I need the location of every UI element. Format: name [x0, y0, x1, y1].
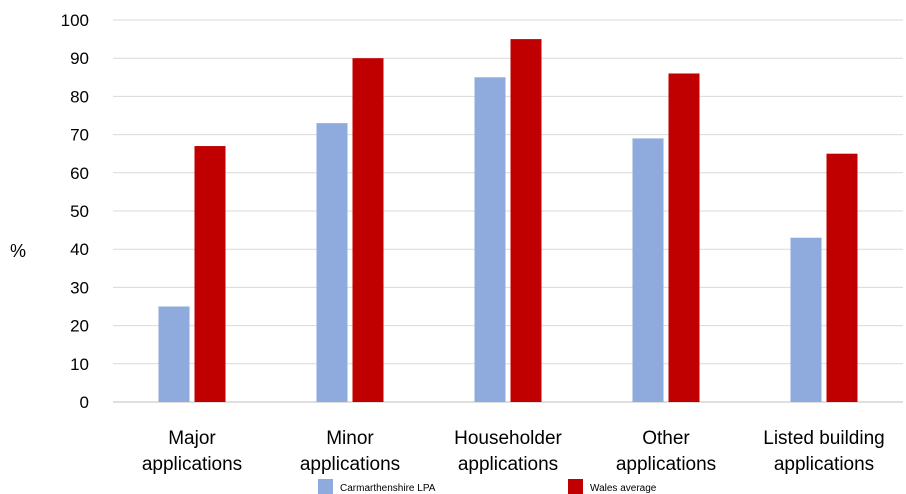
legend-label: Carmarthenshire LPA	[340, 483, 436, 494]
x-category-label: Other	[642, 428, 690, 449]
gridlines	[113, 19, 903, 403]
legend-swatch	[568, 479, 583, 494]
bar-carmarthenshire-3	[632, 138, 664, 403]
bar-wales-2	[510, 39, 542, 402]
bar-carmarthenshire-1	[316, 123, 348, 402]
y-tick-label: 40	[70, 240, 89, 259]
x-category-label: applications	[458, 454, 558, 475]
y-tick-label: 80	[70, 87, 89, 106]
bar-wales-4	[826, 153, 858, 402]
legend-swatch	[318, 479, 333, 494]
x-category-label: Major	[168, 428, 216, 449]
bar-wales-3	[668, 73, 700, 402]
y-tick-label: 100	[61, 11, 89, 30]
bar-carmarthenshire-0	[158, 306, 190, 402]
y-tick-label: 70	[70, 126, 89, 145]
y-axis-ticks: 0 10 20 30 40 50 60 70 80 90 100	[61, 11, 89, 412]
y-tick-label: 10	[70, 355, 89, 374]
x-category-label: applications	[142, 454, 242, 475]
x-axis-categories: Major applications Minor applications Househ…	[142, 428, 885, 475]
bar-wales-0	[194, 146, 226, 402]
bar-carmarthenshire-4	[790, 237, 822, 402]
y-tick-label: 0	[80, 393, 89, 412]
x-category-label: applications	[300, 454, 400, 475]
y-tick-label: 60	[70, 164, 89, 183]
x-category-label: Minor	[326, 428, 374, 449]
x-category-label: Listed building	[763, 428, 884, 449]
x-category-label: applications	[774, 454, 874, 475]
y-tick-label: 30	[70, 278, 89, 297]
bars	[158, 39, 858, 403]
legend: Carmarthenshire LPA Wales average	[318, 479, 657, 494]
legend-label: Wales average	[590, 483, 657, 494]
y-tick-label: 90	[70, 49, 89, 68]
y-axis-label: %	[10, 241, 26, 261]
y-tick-label: 20	[70, 317, 89, 336]
bar-carmarthenshire-2	[474, 77, 506, 403]
y-tick-label: 50	[70, 202, 89, 221]
x-category-label: applications	[616, 454, 716, 475]
x-category-label: Householder	[454, 428, 562, 449]
bar-wales-1	[352, 58, 384, 402]
